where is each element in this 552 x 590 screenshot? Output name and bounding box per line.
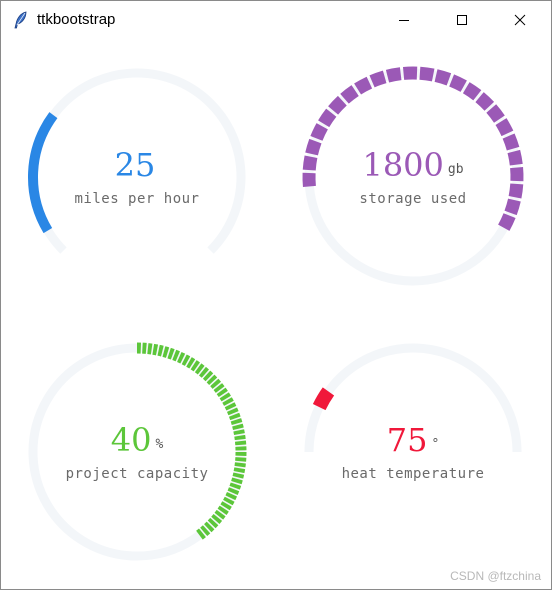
capacity-segment <box>231 477 243 485</box>
capacity-meter[interactable]: 40% project capacity <box>22 337 252 567</box>
storage-segment <box>354 76 373 95</box>
close-button[interactable] <box>497 1 543 39</box>
maximize-button[interactable] <box>439 1 485 39</box>
capacity-segment <box>162 346 170 358</box>
capacity-segment <box>157 344 164 357</box>
capacity-meter-dial <box>28 342 247 561</box>
storage-segment <box>508 183 524 199</box>
capacity-segment <box>200 525 211 537</box>
capacity-segment <box>214 509 226 520</box>
capacity-segment <box>229 482 242 490</box>
close-icon <box>514 14 526 26</box>
storage-segment <box>340 85 359 104</box>
speed-meter[interactable]: 25 miles per hour <box>22 62 252 292</box>
capacity-segment <box>204 521 215 533</box>
capacity-segment <box>181 354 191 366</box>
storage-segment <box>369 70 387 88</box>
speed-meter-dial <box>28 68 246 254</box>
capacity-label: project capacity <box>65 466 209 482</box>
capacity-segment <box>226 407 239 416</box>
capacity-segment <box>230 418 243 426</box>
storage-segment <box>475 92 495 111</box>
storage-segment <box>318 108 337 128</box>
maximize-icon <box>457 15 467 25</box>
minimize-button[interactable] <box>381 1 427 39</box>
capacity-segment <box>207 517 219 529</box>
capacity-segment <box>222 397 234 406</box>
capacity-segment <box>234 434 246 441</box>
storage-segment <box>462 82 482 101</box>
capacity-segment <box>232 423 244 431</box>
storage-segment <box>434 69 452 86</box>
capacity-segment <box>233 429 245 436</box>
speed-progress-arc <box>28 112 58 234</box>
storage-segment <box>310 123 328 141</box>
storage-segment <box>504 198 521 216</box>
speed-value: 25 <box>114 146 156 184</box>
heat-meter-dial <box>304 343 522 453</box>
capacity-segment <box>213 383 225 393</box>
capacity-trough <box>28 343 246 561</box>
storage-meter[interactable]: 1800 gb storage used <box>298 62 528 292</box>
capacity-segment <box>194 363 205 375</box>
capacity-segment <box>210 378 222 389</box>
storage-label: storage used <box>359 191 467 207</box>
capacity-segment <box>186 357 196 369</box>
capacity-segment <box>202 370 214 382</box>
capacity-segment <box>206 374 218 385</box>
storage-segment <box>486 104 505 123</box>
capacity-segment <box>177 351 186 364</box>
heat-meter[interactable]: 75 ° heat temperature <box>298 337 528 567</box>
capacity-segment <box>152 343 159 356</box>
storage-segment <box>507 149 523 166</box>
minimize-icon <box>399 20 409 21</box>
capacity-segment <box>233 467 246 474</box>
heat-unit: ° <box>431 437 440 452</box>
storage-segment <box>498 213 516 231</box>
capacity-value: 40 <box>110 421 152 459</box>
heat-label: heat temperature <box>341 466 485 482</box>
capacity-segment <box>211 513 223 524</box>
storage-segment <box>305 138 322 156</box>
capacity-unit: % <box>155 437 164 452</box>
capacity-segment <box>172 349 180 362</box>
capacity-segment <box>220 501 232 511</box>
heat-indicator <box>312 387 335 411</box>
capacity-segment <box>227 487 240 495</box>
storage-segment <box>449 74 467 92</box>
capacity-segment <box>216 387 228 398</box>
capacity-segment <box>219 392 231 402</box>
storage-segment <box>502 133 520 151</box>
storage-segment <box>302 155 318 171</box>
storage-value: 1800 <box>362 146 444 184</box>
capacity-segment <box>217 505 229 515</box>
storage-segment <box>495 118 514 137</box>
feather-icon <box>13 11 29 29</box>
watermark: CSDN @ftzchina <box>450 569 541 583</box>
capacity-segment <box>196 528 206 540</box>
speed-label: miles per hour <box>74 191 200 207</box>
storage-segment <box>385 67 402 83</box>
capacity-segment <box>232 472 245 479</box>
capacity-segment <box>228 412 241 421</box>
heat-value: 75 <box>386 421 428 459</box>
storage-unit: gb <box>447 162 464 177</box>
capacity-segment <box>224 402 237 411</box>
window-title: ttkbootstrap <box>37 11 116 28</box>
capacity-segment <box>190 360 200 372</box>
capacity-segment <box>225 492 238 501</box>
capacity-segment <box>167 347 175 360</box>
capacity-segment <box>198 366 209 378</box>
title-bar[interactable]: ttkbootstrap <box>1 1 551 39</box>
storage-segment <box>328 95 347 115</box>
storage-segment <box>419 66 435 82</box>
storage-meter-dial <box>302 66 524 286</box>
capacity-segment <box>223 496 235 506</box>
